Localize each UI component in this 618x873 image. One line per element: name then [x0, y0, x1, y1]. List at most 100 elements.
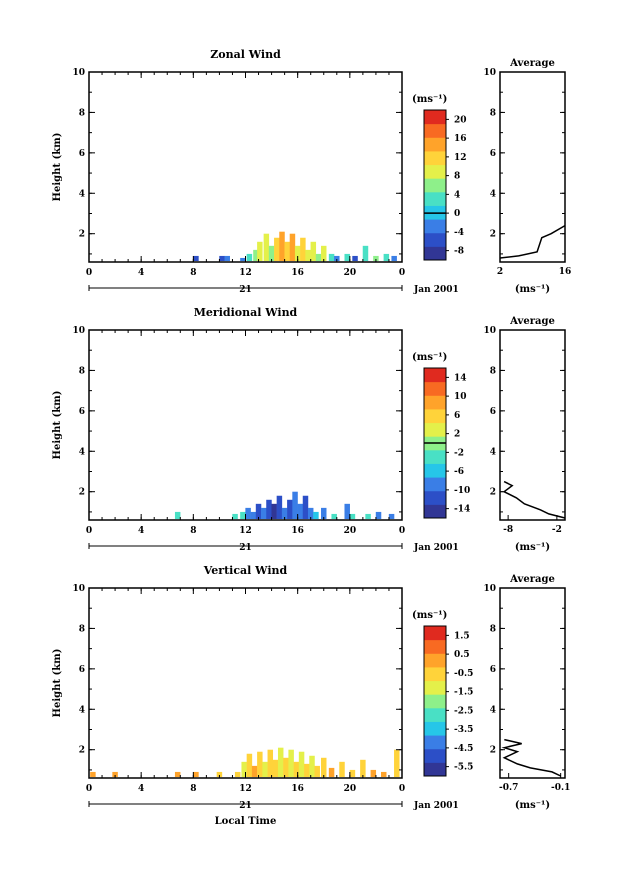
- average-profile-line: [501, 738, 562, 777]
- data-cell: [365, 513, 371, 519]
- y-tick-label: 10: [72, 326, 85, 336]
- x-tick-label: 0: [86, 268, 92, 278]
- colorbar-swatch: [424, 164, 446, 179]
- x-tick-label: 12: [239, 268, 252, 278]
- data-cell: [272, 759, 279, 777]
- data-cell: [298, 751, 305, 777]
- colorbar-tick-label: -6: [454, 467, 464, 477]
- y-tick-label: 10: [72, 584, 85, 594]
- data-cell: [331, 513, 337, 519]
- x-tick-label: 8: [190, 784, 196, 794]
- data-cell: [381, 771, 387, 777]
- data-cell: [279, 231, 285, 261]
- data-cell: [193, 255, 199, 261]
- data-cell: [293, 761, 300, 777]
- y-tick-label: 4: [79, 189, 85, 199]
- avg-x-tick-label: -2: [552, 525, 562, 535]
- data-cell: [266, 499, 272, 519]
- colorbar-swatch: [424, 219, 446, 234]
- avg-x-axis-label: (ms⁻¹): [515, 284, 550, 295]
- avg-y-tick-label: 8: [490, 108, 496, 118]
- x-tick-label: 8: [190, 526, 196, 536]
- data-cell: [349, 769, 356, 777]
- avg-y-tick-label: 4: [490, 447, 496, 457]
- data-cell: [362, 245, 369, 261]
- avg-y-tick-label: 8: [490, 366, 496, 376]
- colorbar-swatch: [424, 639, 446, 654]
- colorbar-tick-label: 4: [454, 190, 460, 200]
- colorbar-swatch: [424, 721, 446, 736]
- data-cell: [276, 495, 283, 519]
- data-cell: [307, 507, 314, 519]
- data-cell: [309, 755, 315, 777]
- average-title: Average: [509, 58, 555, 69]
- panel-2: Vertical Wind 0 4 8 12 16 20 0 2 4 6 8 10 Height (km)…: [52, 564, 570, 827]
- panel-title: Vertical Wind: [203, 564, 288, 577]
- average-frame: [499, 329, 566, 521]
- data-cell: [349, 513, 356, 519]
- data-cell: [287, 499, 293, 519]
- data-cell: [193, 771, 199, 777]
- colorbar-tick-label: 12: [454, 153, 467, 163]
- data-cell: [267, 749, 274, 777]
- x-tick-label: 0: [399, 268, 405, 278]
- data-cell: [271, 503, 277, 519]
- avg-y-tick-label: 6: [490, 149, 496, 159]
- colorbar-tick-label: 1.5: [454, 631, 470, 641]
- y-tick-label: 6: [79, 407, 85, 417]
- data-cell: [261, 507, 267, 519]
- data-cell: [234, 771, 241, 777]
- panel-title: Zonal Wind: [210, 48, 281, 61]
- y-tick-label: 2: [79, 230, 85, 240]
- average-title: Average: [509, 574, 555, 585]
- colorbar-tick-label: 2: [454, 430, 460, 440]
- average-panel: Average 2 4 6 8 10 -0.7 -0.1(ms⁻¹): [483, 574, 570, 811]
- data-cell: [352, 255, 358, 261]
- y-tick-label: 10: [72, 68, 85, 78]
- colorbar-swatch: [424, 246, 446, 261]
- data-cell: [370, 769, 377, 777]
- y-tick-label: 4: [79, 447, 85, 457]
- colorbar-swatch: [424, 477, 446, 492]
- x-tick-label: 0: [399, 526, 405, 536]
- data-cell: [251, 765, 258, 777]
- colorbar-swatch: [424, 694, 446, 709]
- average-panel: Average 2 4 6 8 10 -8 -2(ms⁻¹): [483, 316, 566, 553]
- data-cell: [219, 255, 225, 261]
- data-cell: [216, 771, 223, 777]
- colorbar-frame: [423, 625, 447, 777]
- avg-x-axis-label: (ms⁻¹): [515, 800, 550, 811]
- average-frame: [499, 587, 566, 779]
- colorbar-swatch: [424, 110, 446, 125]
- colorbar-swatch: [424, 490, 446, 505]
- data-cell: [284, 241, 290, 261]
- x-tick-label: 16: [291, 784, 304, 794]
- day-label: 21: [239, 801, 252, 811]
- data-cell: [268, 245, 275, 261]
- data-cell: [313, 511, 319, 519]
- colorbar-tick-label: 10: [454, 392, 467, 402]
- colorbar-tick-label: -0.5: [454, 669, 473, 679]
- x-tick-label: 20: [344, 526, 357, 536]
- x-tick-label: 4: [138, 268, 144, 278]
- colorbar-swatch: [424, 449, 446, 464]
- data-cell: [302, 495, 309, 519]
- data-cell: [262, 761, 268, 777]
- data-cell: [245, 507, 251, 519]
- colorbar-swatch: [424, 150, 446, 166]
- data-cell: [263, 233, 270, 261]
- avg-y-tick-label: 6: [490, 407, 496, 417]
- avg-y-tick-label: 10: [483, 584, 496, 594]
- colorbar-swatch: [424, 178, 446, 193]
- colorbar-tick-label: -3.5: [454, 725, 473, 735]
- avg-x-tick-label: -8: [503, 525, 513, 535]
- data-cell: [292, 491, 298, 519]
- avg-y-tick-label: 10: [483, 326, 496, 336]
- x-tick-label: 16: [291, 268, 304, 278]
- colorbar-swatch: [424, 735, 446, 750]
- data-cell: [246, 253, 253, 261]
- data-cell: [288, 749, 294, 777]
- data-cell: [253, 249, 259, 261]
- avg-x-tick-label: -0.7: [499, 783, 518, 793]
